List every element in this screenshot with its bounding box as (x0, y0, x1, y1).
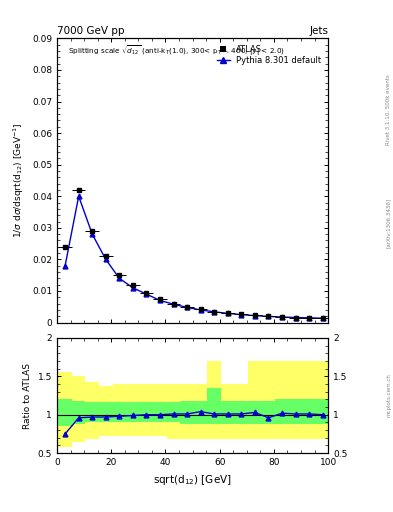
Bar (194, 401, 208, 424)
Bar (180, 384, 194, 439)
Bar (99, 402, 112, 422)
Bar (289, 399, 302, 424)
Y-axis label: Ratio to ATLAS: Ratio to ATLAS (23, 362, 32, 429)
Bar (58, 372, 72, 447)
Bar (262, 361, 275, 439)
Bar (248, 361, 262, 439)
Bar (153, 402, 167, 422)
Bar (248, 401, 262, 424)
Text: Splitting scale $\sqrt{d_{12}}$ (anti-k$_T$(1.0), 300< p$_T$ < 400, |y| < 2.0): Splitting scale $\sqrt{d_{12}}$ (anti-k$… (68, 44, 285, 58)
Bar (167, 384, 180, 439)
Y-axis label: 1/$\sigma$ d$\sigma$/dsqrt(d$_{12}$) [GeV$^{-1}$]: 1/$\sigma$ d$\sigma$/dsqrt(d$_{12}$) [Ge… (12, 123, 26, 238)
Bar (126, 402, 140, 422)
Bar (316, 399, 329, 424)
Bar (302, 399, 316, 424)
Legend: ATLAS, Pythia 8.301 default: ATLAS, Pythia 8.301 default (215, 42, 324, 67)
Bar (112, 402, 126, 422)
Bar (58, 399, 72, 426)
Bar (302, 361, 316, 439)
Bar (126, 384, 140, 436)
X-axis label: sqrt(d$_{12}$) [GeV]: sqrt(d$_{12}$) [GeV] (153, 473, 232, 486)
Bar (153, 384, 167, 436)
Text: Jets: Jets (309, 26, 328, 36)
Text: [arXiv:1306.3436]: [arXiv:1306.3436] (386, 198, 391, 248)
Text: 7000 GeV pp: 7000 GeV pp (57, 26, 125, 36)
Text: Rivet 3.1.10, 500k events: Rivet 3.1.10, 500k events (386, 74, 391, 145)
Bar (85, 402, 99, 422)
Bar (262, 401, 275, 424)
Bar (208, 361, 221, 439)
Bar (72, 376, 85, 441)
Bar (180, 401, 194, 424)
Text: mcplots.cern.ch: mcplots.cern.ch (386, 374, 391, 417)
Bar (235, 401, 248, 424)
Bar (235, 384, 248, 439)
Bar (140, 384, 153, 436)
Bar (140, 402, 153, 422)
Bar (208, 388, 221, 424)
Bar (221, 384, 235, 439)
Bar (99, 386, 112, 436)
Bar (72, 401, 85, 424)
Bar (85, 382, 99, 439)
Bar (221, 401, 235, 424)
Bar (167, 402, 180, 422)
Bar (112, 384, 126, 436)
Bar (289, 361, 302, 439)
Bar (316, 361, 329, 439)
Bar (194, 384, 208, 439)
Bar (275, 361, 289, 439)
Bar (275, 399, 289, 424)
